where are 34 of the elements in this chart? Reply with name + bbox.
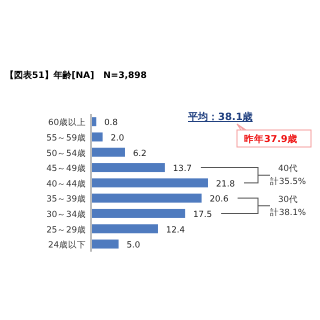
data-label: 17.5 [193,210,212,220]
bar [92,224,158,234]
data-label: 0.8 [104,118,118,128]
data-label: 21.8 [216,179,235,190]
y-tick-label: 35～39歳 [46,194,86,205]
y-tick-label: 45～49歳 [46,163,86,174]
bar [92,178,208,188]
data-label: 2.0 [110,133,124,144]
y-tick-label: 55～59歳 [46,132,86,144]
data-label: 6.2 [132,148,147,159]
data-label: 13.7 [172,164,192,174]
text: 計35.5% [270,176,306,188]
y-tick-label: 50～54歳 [46,148,86,159]
y-tick-label: 60歳以上 [48,117,86,128]
bar [92,240,119,249]
data-label: 20.6 [210,194,229,205]
y-tick-label: 30～34歳 [46,208,86,220]
data-label: 12.4 [166,225,185,236]
data-label: 5.0 [126,240,140,251]
text: 40代 [278,163,298,174]
bar [92,117,96,126]
annotation: 平均：38.1歳 [187,111,253,123]
text: 計38.1% [270,206,306,218]
text: 昨年37.9歳 [244,133,298,145]
y-tick-label: 25～29歳 [46,224,86,236]
bar [92,194,202,203]
y-tick-label: 24歳以下 [48,240,86,251]
y-tick-label: 40～44歳 [46,178,86,190]
bar [92,163,165,172]
chart-title: 【図表51】年齢[NA] N=3,898 [5,70,147,81]
bar [92,208,186,218]
bar [92,148,125,157]
bar [92,132,103,142]
text: 30代 [278,194,298,205]
